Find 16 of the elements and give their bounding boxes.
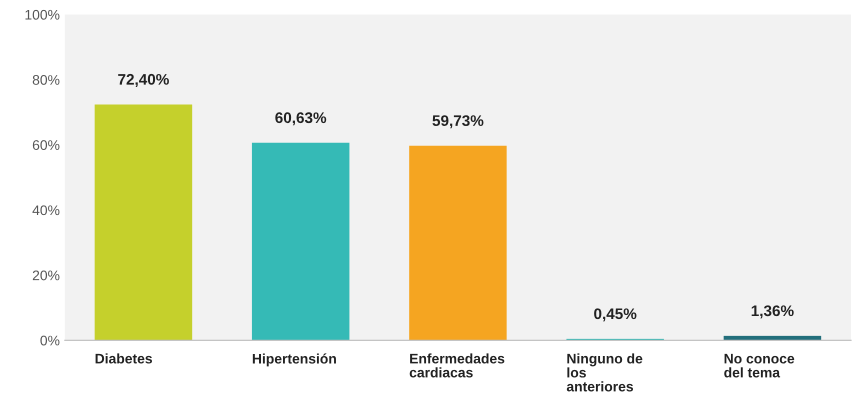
x-tick-label: Hipertensión <box>252 353 336 366</box>
data-label: 0,45% <box>594 308 636 322</box>
y-tick-label: 60% <box>32 140 60 150</box>
data-label: 1,36% <box>752 305 794 318</box>
data-label: 72,40% <box>118 74 169 87</box>
y-tick-label: 40% <box>32 205 60 216</box>
x-tick-label: Diabetes <box>96 353 152 364</box>
y-tick-label: 20% <box>32 270 60 280</box>
y-tick-label: 100% <box>25 10 60 20</box>
y-tick-label: 80% <box>32 75 60 85</box>
y-tick-label: 0% <box>40 336 60 346</box>
x-tick-label: Enfermedades cardiacas <box>410 353 504 378</box>
data-label: 60,63% <box>275 112 326 126</box>
x-tick-label: Ninguno de los anteriores <box>566 353 642 392</box>
data-label: 59,73% <box>432 115 484 128</box>
x-tick-label: No conoce del tema <box>724 354 794 378</box>
